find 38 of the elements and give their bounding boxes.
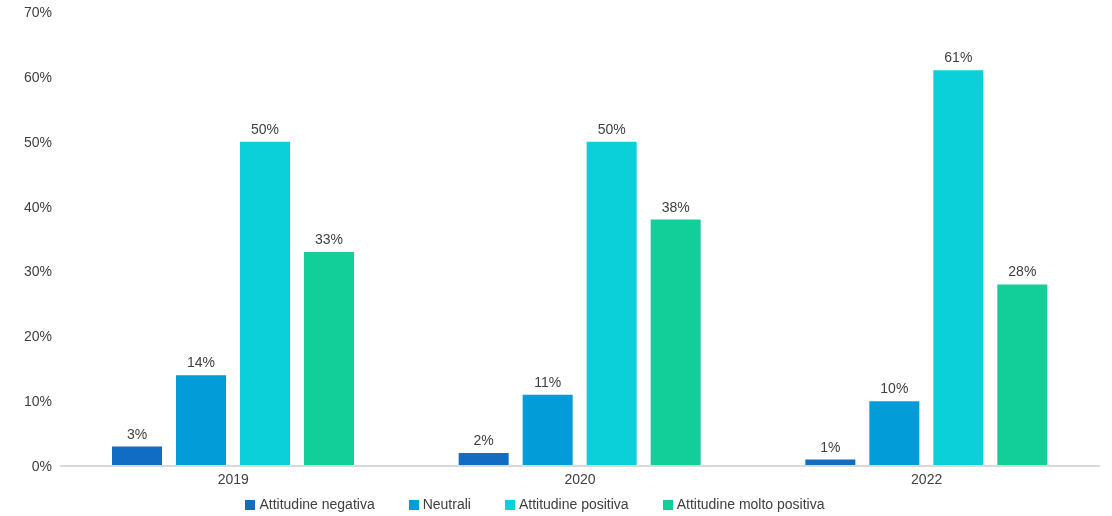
y-tick-label: 0% [31, 457, 52, 474]
x-tick-label: 2022 [911, 470, 943, 487]
data-label: 1% [820, 438, 841, 455]
bar [522, 394, 573, 466]
y-tick-label: 60% [23, 68, 52, 85]
bar [458, 453, 509, 466]
y-tick-label: 50% [23, 133, 52, 150]
bar [869, 401, 920, 466]
legend-label: Attitudine negativa [259, 496, 375, 512]
data-label: 28% [1008, 263, 1037, 280]
y-tick-label: 10% [23, 393, 52, 410]
bar [112, 446, 162, 466]
legend-label: Attitudine molto positiva [676, 496, 825, 512]
data-label: 38% [661, 198, 690, 215]
y-tick-label: 40% [23, 198, 52, 215]
bar [586, 141, 637, 466]
bar [933, 70, 984, 466]
data-label: 50% [250, 120, 280, 137]
bar [304, 251, 354, 466]
y-tick-label: 20% [23, 328, 52, 345]
data-label: 2% [473, 432, 494, 449]
bar [997, 284, 1048, 466]
y-tick-label: 30% [23, 263, 52, 280]
bar [650, 219, 701, 466]
data-label: 10% [880, 380, 909, 397]
bar [176, 375, 226, 466]
data-label: 3% [126, 425, 148, 442]
bar [240, 141, 290, 466]
legend-label: Neutrali [422, 496, 471, 512]
data-label: 11% [534, 373, 562, 390]
x-tick-label: 2019 [217, 470, 250, 487]
data-label: 61% [944, 49, 973, 66]
y-tick-label: 70% [23, 3, 52, 20]
data-label: 14% [186, 354, 216, 371]
data-label: 33% [314, 230, 344, 247]
x-tick-label: 2020 [564, 470, 596, 487]
data-label: 50% [597, 120, 626, 137]
legend-label: Attitudine positiva [518, 496, 629, 512]
